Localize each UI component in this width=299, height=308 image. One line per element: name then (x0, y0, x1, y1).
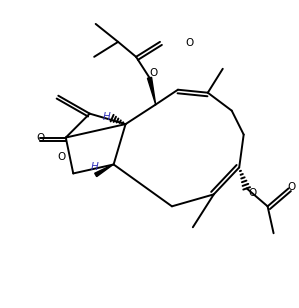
Text: O: O (186, 38, 194, 48)
Text: O: O (287, 182, 296, 192)
Text: H: H (102, 111, 110, 122)
Text: O: O (36, 132, 45, 143)
Text: O: O (150, 68, 158, 78)
Polygon shape (95, 164, 114, 176)
Text: O: O (248, 188, 257, 198)
Text: O: O (57, 152, 65, 162)
Polygon shape (147, 77, 156, 105)
Text: H: H (90, 162, 98, 172)
